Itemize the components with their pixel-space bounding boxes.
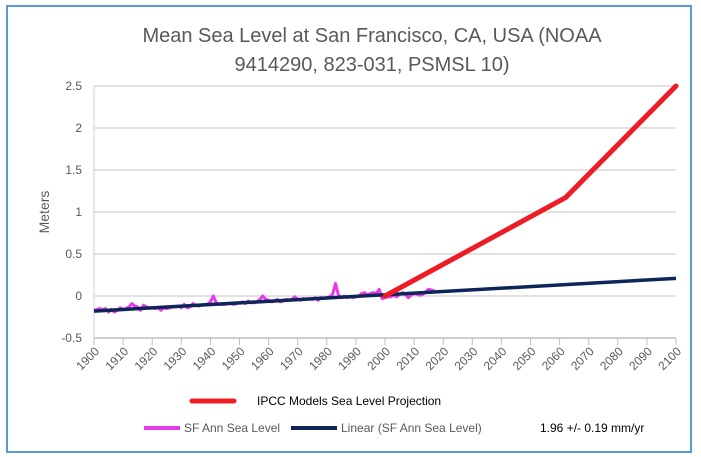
series-ipcc-projection: [382, 83, 679, 299]
x-tick-label: 2090: [626, 344, 655, 373]
legend-label-ipcc: IPCC Models Sea Level Projection: [257, 394, 441, 408]
trend-annotation: 1.96 +/- 0.19 mm/yr: [540, 421, 644, 435]
y-axis-label: Meters: [36, 191, 52, 234]
chart-title-line-1: Mean Sea Level at San Francisco, CA, USA…: [142, 25, 602, 47]
y-tick-label: 0: [75, 289, 82, 303]
legend-label-sf: SF Ann Sea Level: [184, 421, 280, 435]
x-tick-label: 1900: [73, 344, 102, 373]
chart-frame: [6, 5, 692, 453]
x-tick-label: 2050: [510, 344, 539, 373]
x-tick-label: 2030: [452, 344, 481, 373]
x-tick-label: 1930: [161, 344, 190, 373]
x-tick-label: 2010: [393, 344, 422, 373]
y-tick-label: 2: [75, 121, 82, 135]
x-tick-label: 1950: [219, 344, 248, 373]
x-tick-label: 2020: [423, 344, 452, 373]
x-tick-label: 1970: [277, 344, 306, 373]
y-tick-label: 1: [75, 205, 82, 219]
y-tick-label: 0.5: [65, 247, 82, 261]
x-tick-label: 2040: [481, 344, 510, 373]
x-tick-label: 2100: [655, 344, 684, 373]
x-tick-label: 1980: [306, 344, 335, 373]
x-tick-label: 1940: [190, 344, 219, 373]
x-tick-label: 1990: [335, 344, 364, 373]
x-tick-label: 2060: [539, 344, 568, 373]
y-tick-label: 1.5: [65, 163, 82, 177]
x-tick-label: 2000: [364, 344, 393, 373]
x-tick-label: 2080: [597, 344, 626, 373]
x-tick-label: 2070: [568, 344, 597, 373]
legend-label-linear: Linear (SF Ann Sea Level): [341, 421, 482, 435]
y-tick-label: 2.5: [65, 79, 82, 93]
x-tick-label: 1960: [248, 344, 277, 373]
x-tick-label: 1920: [132, 344, 161, 373]
chart-title-line-2: 9414290, 823-031, PSMSL 10): [234, 54, 509, 76]
y-tick-label: -0.5: [61, 331, 82, 345]
x-tick-label: 1910: [102, 344, 131, 373]
